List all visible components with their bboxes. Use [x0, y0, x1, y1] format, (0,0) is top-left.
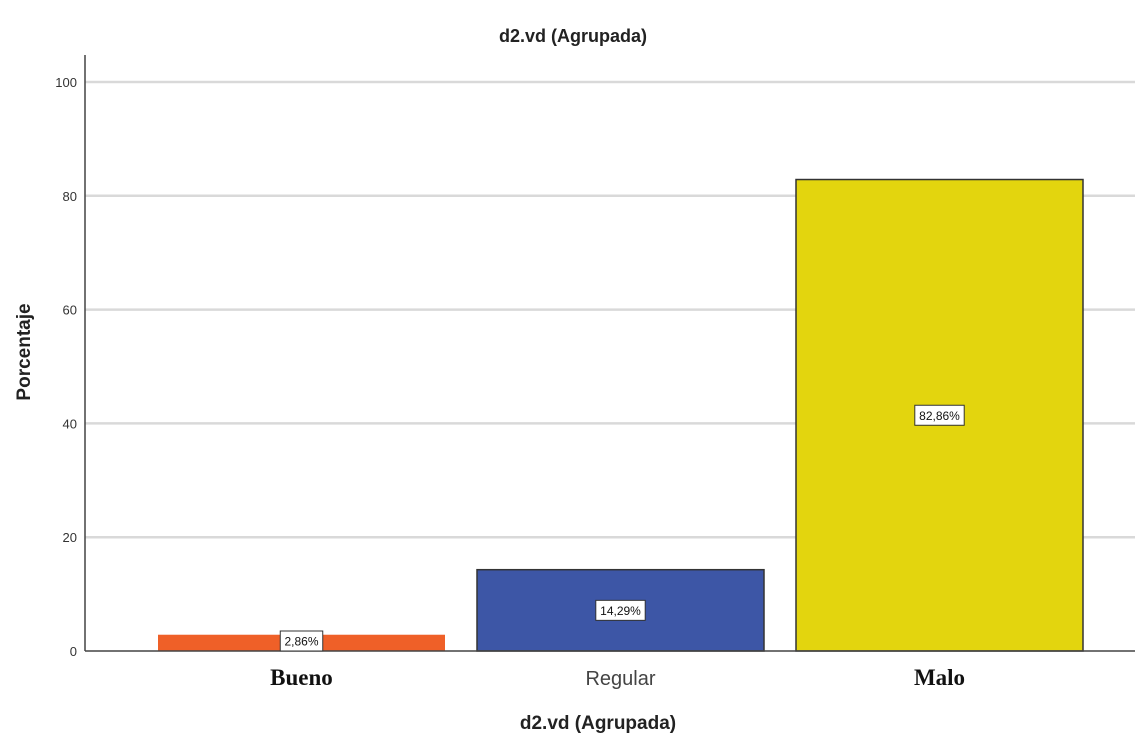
y-axis-ticks: 0 20 40 60 80 100 [55, 75, 77, 659]
y-tick-label: 100 [55, 75, 77, 90]
y-tick-label: 40 [63, 416, 77, 431]
x-tick-label-regular: Regular [585, 668, 655, 690]
y-tick-label: 60 [63, 303, 77, 318]
y-axis-title: Porcentaje [14, 303, 35, 400]
chart-title: d2.vd (Agrupada) [499, 26, 647, 46]
data-label-regular: 14,29% [600, 604, 641, 618]
data-label-box [914, 404, 965, 426]
x-tick-label-malo: Malo [914, 665, 965, 690]
data-labels: 2,86% 14,29% 82,86% [279, 404, 965, 652]
x-axis-labels: Bueno Regular Malo [270, 665, 965, 690]
x-axis-title: d2.vd (Agrupada) [520, 713, 676, 734]
y-tick-label: 20 [63, 530, 77, 545]
x-tick-label-bueno: Bueno [270, 665, 333, 690]
data-label-bueno: 2,86% [284, 635, 318, 649]
y-tick-label: 0 [70, 644, 77, 659]
data-label-malo: 82,86% [919, 409, 960, 423]
y-tick-label: 80 [63, 189, 77, 204]
data-label-box [279, 630, 324, 652]
data-label-box [595, 599, 646, 621]
